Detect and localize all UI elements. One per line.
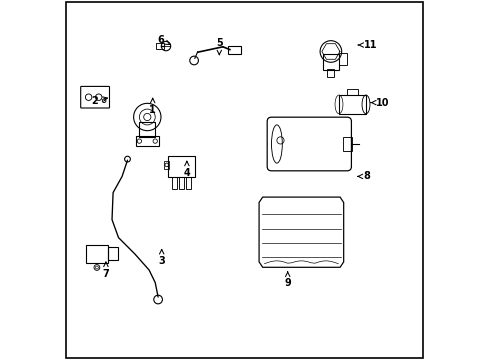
Bar xyxy=(171,177,177,189)
Bar xyxy=(322,54,338,70)
Bar xyxy=(139,122,155,137)
Bar xyxy=(338,95,365,114)
Bar xyxy=(167,156,195,177)
Text: 6: 6 xyxy=(157,35,169,45)
Bar xyxy=(186,177,191,189)
Bar xyxy=(136,136,159,146)
Bar xyxy=(346,89,357,95)
Bar xyxy=(86,245,107,263)
Bar xyxy=(326,69,334,77)
Bar xyxy=(164,161,169,169)
Bar xyxy=(343,137,352,151)
Bar xyxy=(338,53,346,65)
Text: 7: 7 xyxy=(102,262,109,279)
Text: 9: 9 xyxy=(284,272,290,288)
Text: 11: 11 xyxy=(357,40,376,50)
Text: 2: 2 xyxy=(92,96,107,106)
Text: 8: 8 xyxy=(357,171,369,181)
Bar xyxy=(179,177,183,189)
Text: 5: 5 xyxy=(216,38,222,55)
Bar xyxy=(228,46,241,54)
Text: 4: 4 xyxy=(183,161,190,178)
Text: 10: 10 xyxy=(370,98,389,108)
Bar xyxy=(107,247,118,260)
Text: 3: 3 xyxy=(158,249,165,266)
Bar xyxy=(156,43,164,49)
Text: 1: 1 xyxy=(149,98,156,115)
